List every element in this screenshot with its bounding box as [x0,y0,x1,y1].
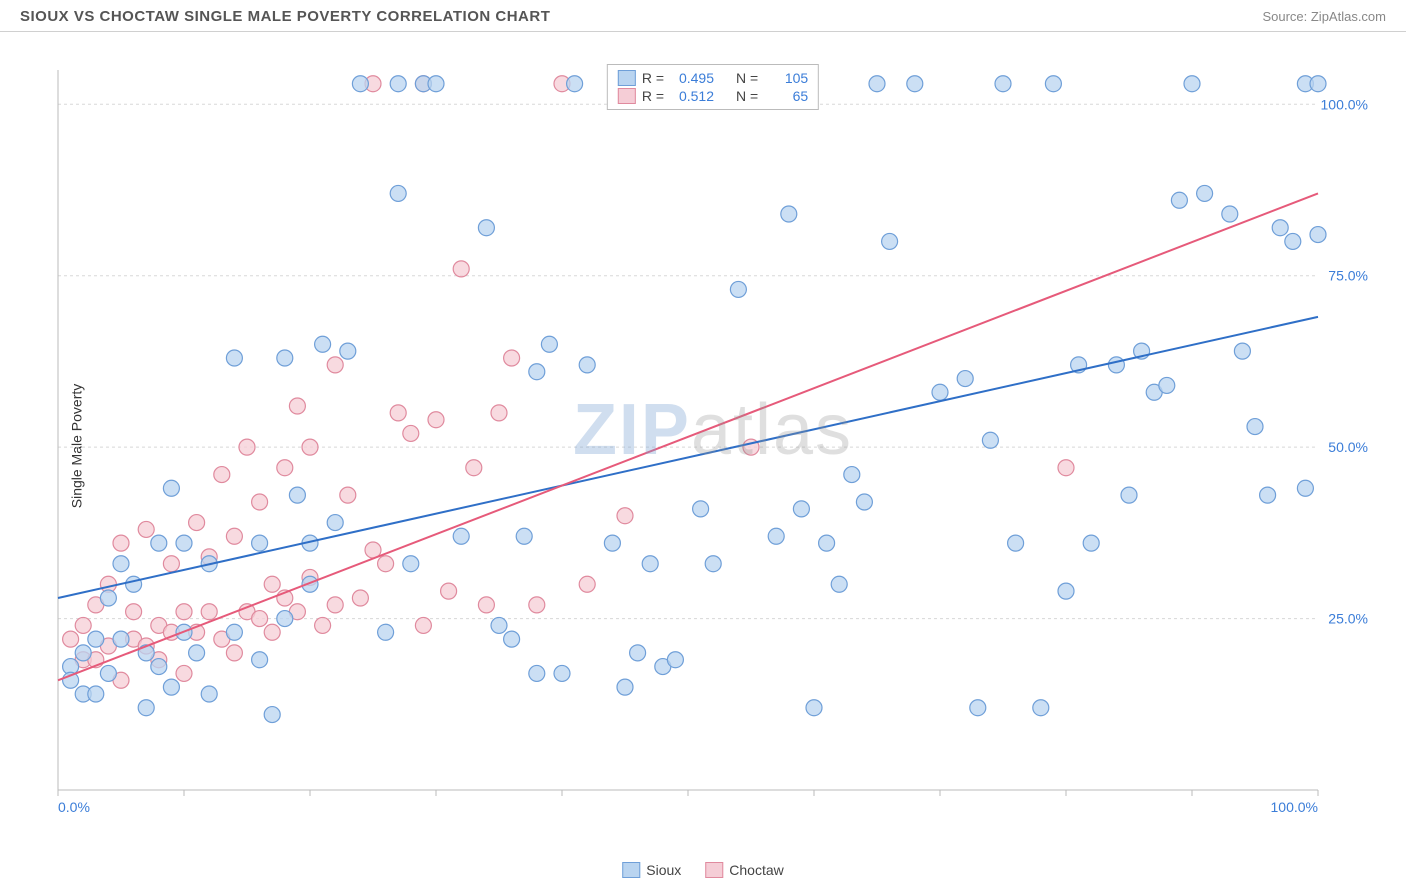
source-attribution: Source: ZipAtlas.com [1262,9,1386,24]
correlation-legend: R = 0.495 N = 105 R = 0.512 N = 65 [607,64,819,110]
legend-swatch-choctaw [705,862,723,878]
legend-label-choctaw: Choctaw [729,862,783,878]
legend-row-choctaw: R = 0.512 N = 65 [618,87,808,105]
n-value-choctaw: 65 [764,88,808,104]
source-label: Source: [1262,9,1310,24]
legend-item-sioux: Sioux [622,862,681,878]
svg-text:100.0%: 100.0% [1321,96,1368,112]
r-label: R = [642,70,664,86]
legend-swatch-sioux [618,70,636,86]
legend-item-choctaw: Choctaw [705,862,783,878]
legend-label-sioux: Sioux [646,862,681,878]
svg-text:75.0%: 75.0% [1328,268,1368,284]
series-legend: Sioux Choctaw [622,862,784,878]
n-value-sioux: 105 [764,70,808,86]
legend-swatch-sioux [622,862,640,878]
legend-swatch-choctaw [618,88,636,104]
chart-area: ZIPatlas 25.0%50.0%75.0%100.0%0.0%100.0%… [48,60,1378,830]
svg-text:0.0%: 0.0% [58,799,90,815]
n-label: N = [736,70,758,86]
n-label: N = [736,88,758,104]
legend-row-sioux: R = 0.495 N = 105 [618,69,808,87]
svg-text:25.0%: 25.0% [1328,611,1368,627]
r-value-sioux: 0.495 [670,70,714,86]
svg-text:50.0%: 50.0% [1328,439,1368,455]
chart-title: SIOUX VS CHOCTAW SINGLE MALE POVERTY COR… [20,8,550,25]
r-value-choctaw: 0.512 [670,88,714,104]
header: SIOUX VS CHOCTAW SINGLE MALE POVERTY COR… [0,0,1406,32]
r-label: R = [642,88,664,104]
svg-text:100.0%: 100.0% [1271,799,1318,815]
source-value: ZipAtlas.com [1311,9,1386,24]
scatter-plot: 25.0% 50.0% 75.0% 100.0% 0.0% 100.0% [48,60,1378,830]
